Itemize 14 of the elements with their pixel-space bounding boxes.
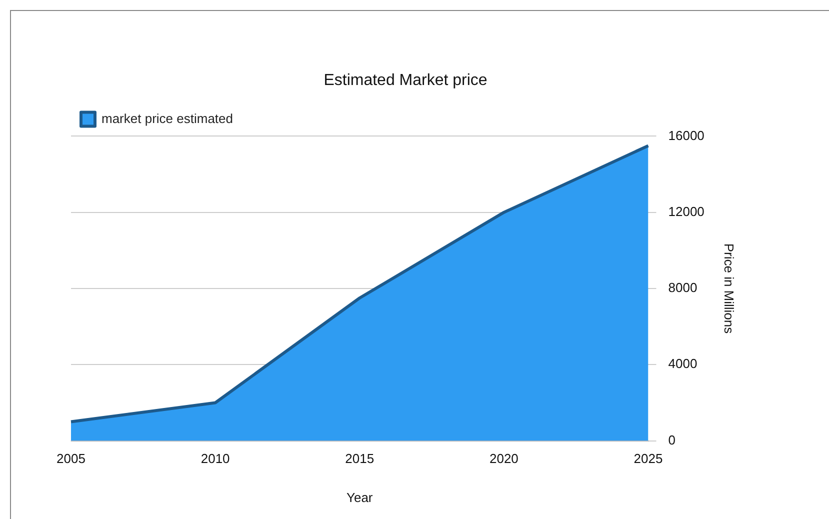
y-tick-label: 8000 bbox=[668, 280, 698, 296]
chart-title: Estimated Market price bbox=[324, 72, 488, 90]
x-tick-label: 2025 bbox=[634, 451, 663, 466]
y-tick-label: 0 bbox=[668, 432, 676, 448]
y-tick-label: 12000 bbox=[668, 204, 704, 219]
x-tick-label: 2020 bbox=[489, 451, 518, 466]
legend-label: market price estimated bbox=[102, 110, 233, 126]
x-tick-label: 2005 bbox=[56, 451, 86, 466]
x-axis-title: Year bbox=[346, 490, 374, 505]
y-tick-label: 4000 bbox=[668, 356, 698, 372]
x-tick-label: 2015 bbox=[345, 451, 374, 466]
y-tick-label: 16000 bbox=[668, 128, 704, 143]
y-axis-title: Price in Millions bbox=[722, 243, 737, 334]
x-tick-label: 2010 bbox=[200, 451, 230, 466]
